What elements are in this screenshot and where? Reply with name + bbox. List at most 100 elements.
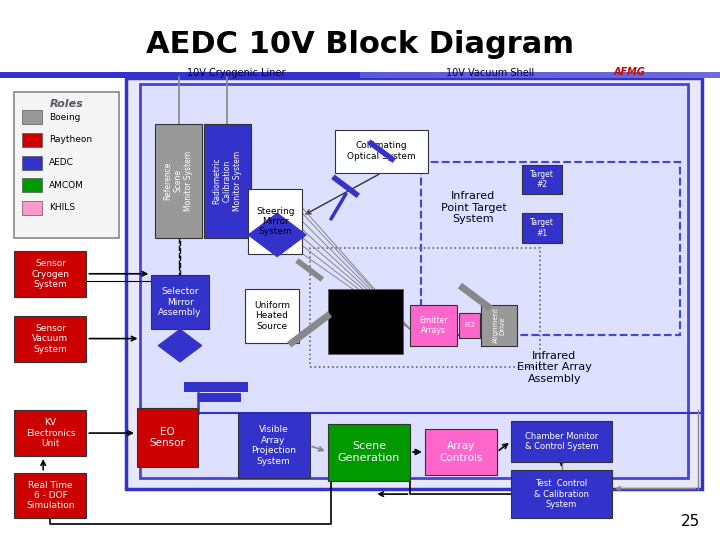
Text: Reference
Scene
Monitor System: Reference Scene Monitor System — [163, 151, 193, 211]
Bar — [432, 346, 677, 389]
Text: Sensor
Cryogen
System: Sensor Cryogen System — [32, 259, 69, 289]
Bar — [418, 72, 425, 78]
Bar — [425, 429, 497, 475]
Bar — [432, 72, 439, 78]
Bar — [140, 84, 688, 478]
Bar — [562, 72, 569, 78]
Bar — [248, 189, 302, 254]
Bar — [698, 72, 706, 78]
Bar — [389, 72, 396, 78]
Bar — [22, 110, 42, 124]
Text: Roles: Roles — [50, 99, 84, 109]
Text: Uniform
Heated
Source: Uniform Heated Source — [254, 301, 289, 331]
Bar — [151, 275, 209, 329]
Bar — [14, 316, 86, 362]
Bar — [382, 72, 389, 78]
Bar — [22, 201, 42, 215]
Bar — [713, 72, 720, 78]
Bar — [439, 72, 446, 78]
Text: Raytheon: Raytheon — [49, 136, 92, 144]
Bar — [360, 72, 367, 78]
Text: 10V Cryogenic Liner: 10V Cryogenic Liner — [187, 68, 286, 78]
Bar — [677, 72, 684, 78]
Bar — [198, 393, 241, 402]
Bar — [481, 305, 517, 346]
Bar — [14, 472, 86, 518]
Bar — [576, 72, 583, 78]
Text: Sensor
Vacuum
System: Sensor Vacuum System — [32, 324, 68, 354]
Text: EO
Sensor: EO Sensor — [150, 427, 185, 448]
Bar — [0, 0, 720, 73]
Text: Scene
Generation: Scene Generation — [338, 442, 400, 463]
Text: Visible
Array
Projection
System: Visible Array Projection System — [251, 426, 296, 465]
Bar — [461, 72, 468, 78]
Bar — [14, 410, 86, 456]
Bar — [569, 72, 576, 78]
Bar — [396, 72, 403, 78]
Bar — [619, 72, 626, 78]
Text: Chamber Monitor
& Control System: Chamber Monitor & Control System — [525, 432, 598, 451]
Bar — [522, 213, 562, 243]
Bar — [634, 72, 641, 78]
Bar — [670, 72, 677, 78]
Bar — [504, 72, 511, 78]
Text: AEDC: AEDC — [49, 158, 74, 167]
Bar — [526, 72, 533, 78]
Bar — [684, 72, 691, 78]
Bar — [425, 72, 432, 78]
Text: Array
Controls: Array Controls — [439, 442, 482, 463]
Bar — [22, 178, 42, 192]
Bar — [540, 72, 547, 78]
Text: Real Time
6 - DOF
Simulation: Real Time 6 - DOF Simulation — [26, 481, 75, 510]
Bar — [155, 124, 202, 238]
Bar — [403, 72, 410, 78]
Bar — [421, 162, 680, 335]
Bar — [374, 72, 382, 78]
Text: KV
Electronics
Unit: KV Electronics Unit — [26, 418, 75, 448]
Bar — [612, 72, 619, 78]
Bar — [137, 408, 198, 467]
Bar — [367, 72, 374, 78]
Bar — [14, 251, 86, 297]
Polygon shape — [248, 213, 306, 256]
Text: Collimating
Optical System: Collimating Optical System — [347, 141, 416, 161]
Text: 10V Vacuum Shell: 10V Vacuum Shell — [446, 68, 535, 78]
Bar — [432, 178, 515, 238]
Bar — [410, 72, 418, 78]
Bar — [691, 72, 698, 78]
Text: IR2: IR2 — [464, 322, 475, 328]
Text: Infrared
Point Target
System: Infrared Point Target System — [441, 191, 506, 225]
Bar — [554, 72, 562, 78]
Bar — [605, 72, 612, 78]
Bar — [511, 72, 518, 78]
Bar — [497, 72, 504, 78]
Bar — [410, 305, 457, 346]
Bar — [310, 248, 540, 367]
Bar — [598, 72, 605, 78]
Bar — [518, 72, 526, 78]
Text: Target
#1: Target #1 — [530, 219, 554, 238]
Text: Target
#2: Target #2 — [530, 170, 554, 189]
Polygon shape — [158, 329, 202, 362]
Bar — [533, 72, 540, 78]
Text: Radiometric
Calibration
Monitor System: Radiometric Calibration Monitor System — [212, 151, 242, 211]
Bar — [0, 72, 720, 78]
Bar — [511, 470, 612, 518]
Text: Selector
Mirror
Assembly: Selector Mirror Assembly — [158, 287, 202, 318]
Bar — [22, 156, 42, 170]
Bar — [641, 72, 648, 78]
Bar — [522, 165, 562, 194]
Text: Boeing: Boeing — [49, 113, 81, 122]
Text: Alignment
Drive: Alignment Drive — [492, 307, 505, 343]
Text: AFMG: AFMG — [614, 66, 646, 77]
Bar — [475, 72, 482, 78]
Bar — [446, 72, 454, 78]
Bar — [706, 72, 713, 78]
Bar — [454, 72, 461, 78]
Bar — [238, 413, 310, 478]
Text: Steering
Mirror
System: Steering Mirror System — [256, 206, 294, 237]
Bar — [459, 313, 480, 338]
Bar — [22, 133, 42, 147]
Text: 25: 25 — [680, 514, 700, 529]
Text: Test  Control
& Calibration
System: Test Control & Calibration System — [534, 479, 589, 509]
